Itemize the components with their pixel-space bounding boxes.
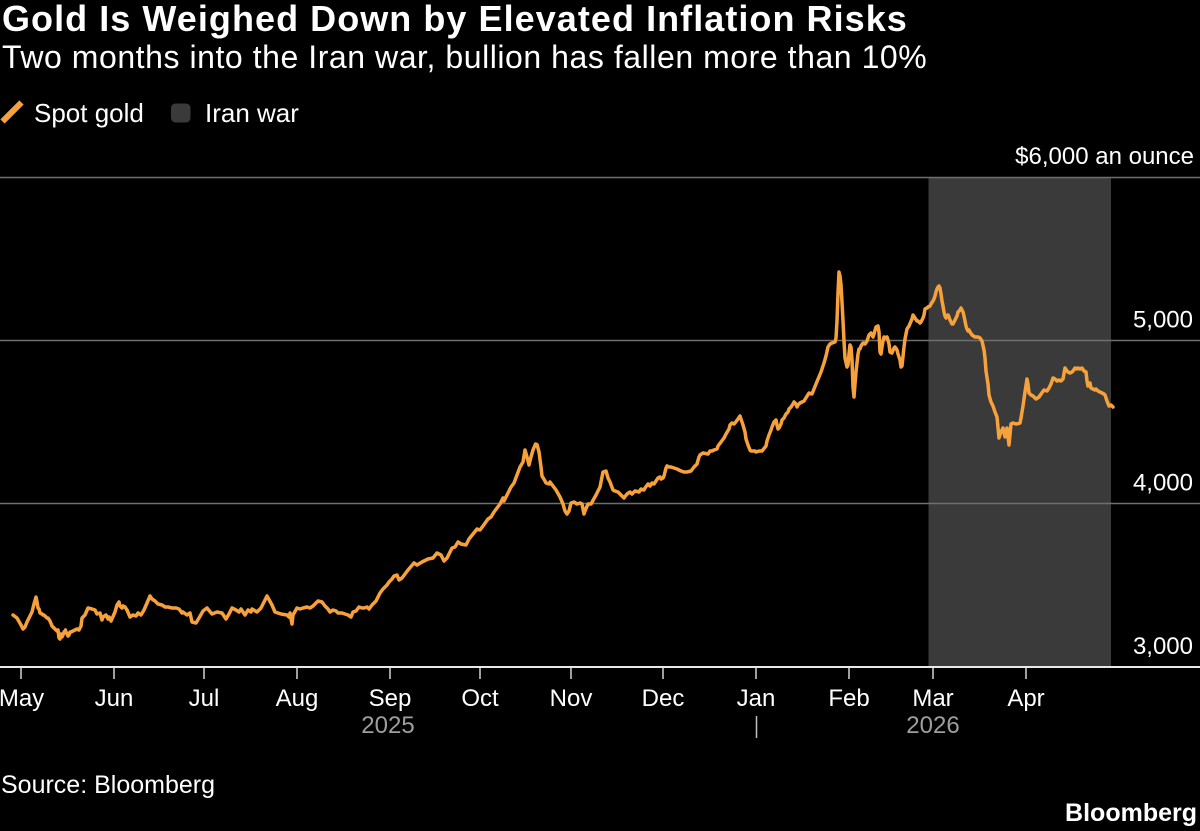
svg-text:Oct: Oct [461, 685, 499, 712]
svg-text:Feb: Feb [828, 685, 869, 712]
svg-text:Jan: Jan [737, 685, 776, 712]
svg-text:Mar: Mar [912, 685, 953, 712]
svg-text:Aug: Aug [276, 685, 319, 712]
svg-text:2026: 2026 [906, 712, 959, 739]
svg-text:Jun: Jun [95, 685, 134, 712]
svg-text:Sep: Sep [369, 685, 412, 712]
svg-text:Nov: Nov [550, 685, 593, 712]
svg-text:Dec: Dec [642, 685, 685, 712]
svg-text:Apr: Apr [1007, 685, 1044, 712]
svg-text:May: May [0, 685, 44, 712]
svg-text:Jul: Jul [189, 685, 220, 712]
svg-text:4,000: 4,000 [1133, 470, 1193, 497]
svg-text:5,000: 5,000 [1133, 307, 1193, 334]
svg-text:$6,000 an ounce: $6,000 an ounce [1015, 143, 1194, 170]
svg-text:3,000: 3,000 [1133, 633, 1193, 660]
svg-text:2025: 2025 [361, 712, 414, 739]
